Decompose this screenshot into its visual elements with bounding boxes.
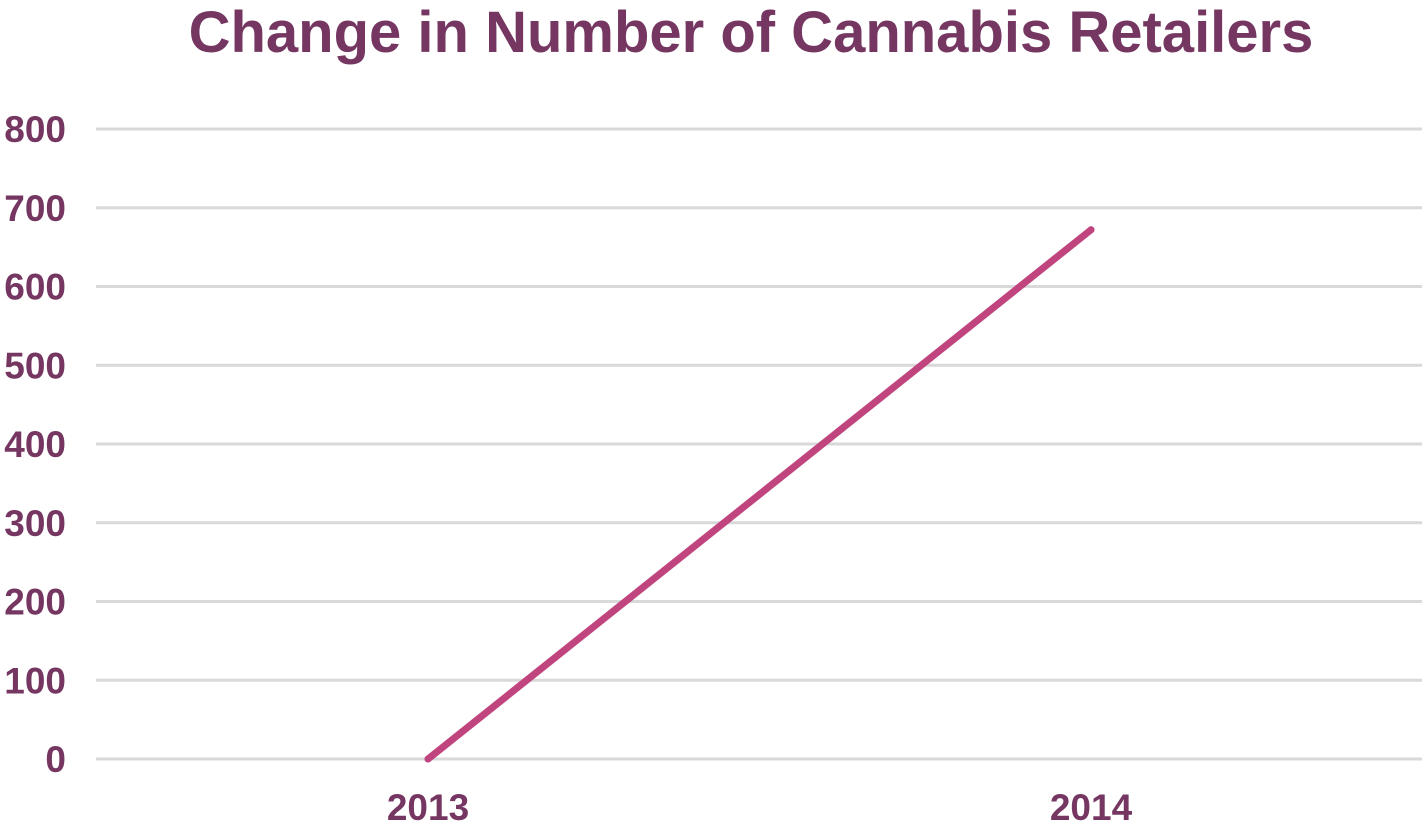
y-tick-label: 700	[4, 188, 66, 229]
y-tick-label: 800	[4, 109, 66, 150]
x-tick-label: 2014	[1050, 787, 1133, 828]
y-tick-label: 400	[4, 424, 66, 465]
x-axis-tick-labels: 2013 2014	[387, 787, 1133, 828]
x-tick-label: 2013	[387, 787, 469, 828]
y-tick-label: 500	[4, 345, 66, 386]
y-axis-tick-labels: 0 100 200 300 400 500 600 700 800	[4, 109, 66, 780]
y-tick-label: 0	[45, 739, 66, 780]
data-series	[424, 226, 1095, 763]
y-tick-label: 300	[4, 503, 66, 544]
series-line-0	[424, 226, 1095, 763]
gridlines	[96, 127, 1422, 761]
y-tick-label: 100	[4, 660, 66, 701]
data-point	[424, 755, 432, 763]
data-point	[1087, 226, 1095, 234]
y-tick-label: 600	[4, 267, 66, 308]
chart-title: Change in Number of Cannabis Retailers	[188, 0, 1314, 65]
y-tick-label: 200	[4, 582, 66, 623]
